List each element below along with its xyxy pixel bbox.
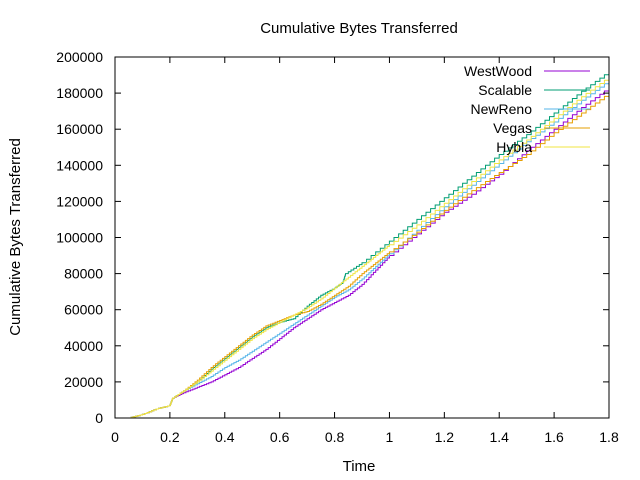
y-tick-label: 120000 [56, 193, 103, 209]
x-tick-label: 1 [386, 429, 394, 445]
x-tick-label: 0.6 [270, 429, 290, 445]
legend-label-scalable: Scalable [478, 82, 532, 98]
x-tick-label: 1.2 [435, 429, 455, 445]
x-tick-label: 0.8 [325, 429, 345, 445]
series-line-scalable [128, 71, 610, 419]
series-line-vegas [128, 93, 610, 419]
y-tick-label: 100000 [56, 230, 103, 246]
series-line-newreno [128, 80, 610, 419]
legend-label-newreno: NewReno [471, 101, 533, 117]
chart-title: Cumulative Bytes Transferred [260, 20, 458, 37]
y-tick-label: 180000 [56, 85, 103, 101]
y-tick-label: 160000 [56, 121, 103, 137]
y-axis-title: Cumulative Bytes Transferred [7, 138, 24, 336]
series-line-westwood [128, 87, 610, 419]
x-tick-label: 0.4 [215, 429, 235, 445]
legend: WestWood Scalable NewReno Vegas Hybla [464, 63, 590, 155]
x-tick-label: 0 [111, 429, 119, 445]
y-tick-label: 140000 [56, 157, 103, 173]
x-tick-label: 1.8 [599, 429, 619, 445]
ticks-layer: 0 0.2 0.4 0.6 0.8 1 1.2 1.4 1.6 1.8 0 20000 40000 600… [56, 49, 619, 445]
series-line-hybla [128, 76, 610, 419]
legend-label-hybla: Hybla [496, 139, 532, 155]
y-tick-label: 80000 [64, 266, 103, 282]
y-tick-label: 40000 [64, 338, 103, 354]
x-tick-label: 0.2 [160, 429, 180, 445]
legend-label-vegas: Vegas [493, 120, 532, 136]
plot-frame [114, 56, 610, 419]
y-tick-label: 20000 [64, 374, 103, 390]
y-tick-label: 0 [95, 410, 103, 426]
x-axis-title: Time [343, 458, 376, 475]
x-tick-label: 1.4 [489, 429, 509, 445]
x-tick-label: 1.6 [544, 429, 564, 445]
legend-label-westwood: WestWood [464, 63, 532, 79]
series-layer [128, 71, 610, 419]
y-tick-label: 60000 [64, 302, 103, 318]
y-tick-label: 200000 [56, 49, 103, 65]
